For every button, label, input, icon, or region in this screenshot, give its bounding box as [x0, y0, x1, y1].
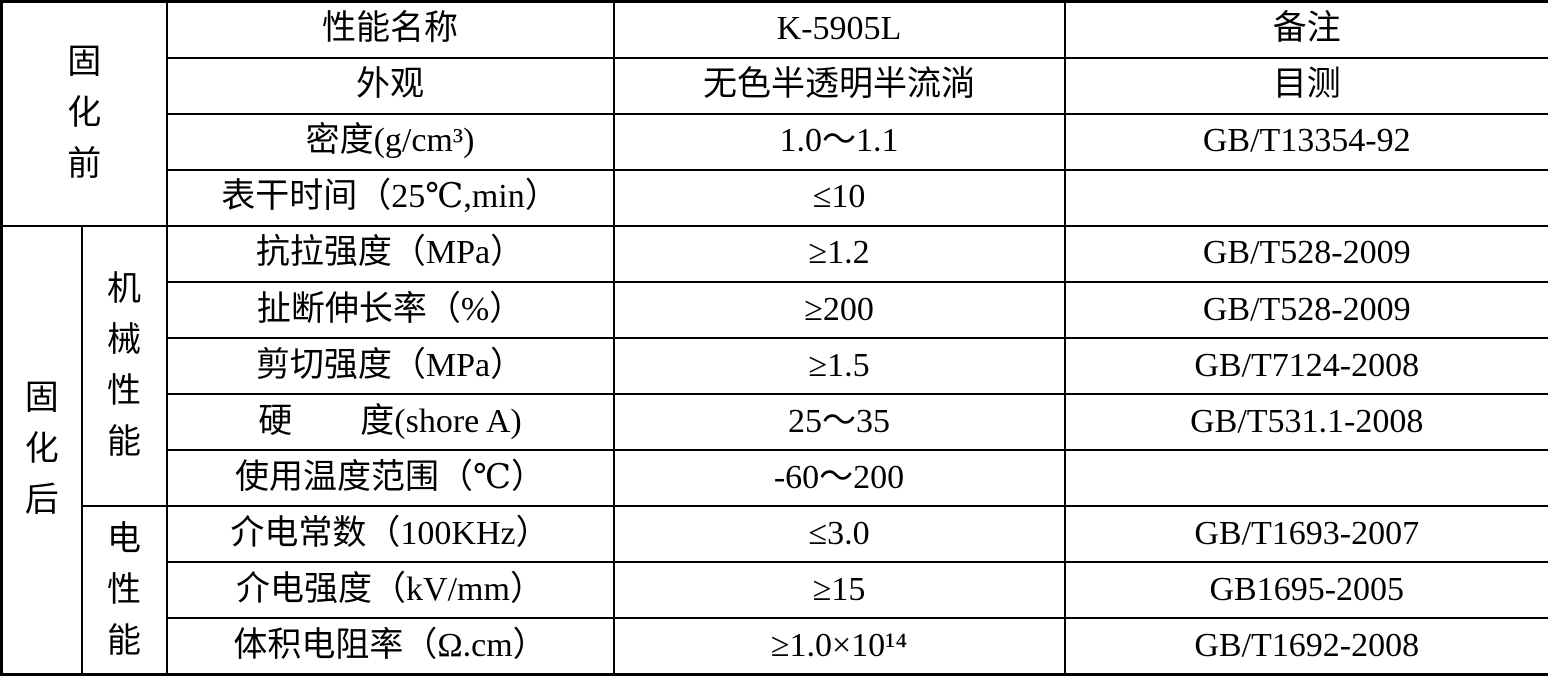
remark-cell: GB/T7124-2008: [1063, 336, 1548, 396]
remark-cell: 目测: [1063, 56, 1548, 115]
value-cell: 无色半透明半流淌: [612, 56, 1066, 115]
table-row: 扯断伸长率（%） ≥200 GB/T528-2009: [2, 280, 1548, 339]
remark-cell: GB/T531.1-2008: [1063, 393, 1548, 452]
remark-cell: [1063, 168, 1548, 227]
value-cell: ≥1.5: [612, 336, 1066, 396]
table-row: 固化前 性能名称 K-5905L 备注: [0, 0, 1548, 227]
header-remark: 备注: [1063, 0, 1548, 59]
row-group-mechanical-label: 机械性能: [107, 271, 141, 461]
row-group-electrical-label: 电性能: [107, 520, 141, 660]
table-row: 电性能 介电常数（100KHz） ≤3.0 GB/T1693-2007: [2, 505, 1548, 676]
property-name-cell: 硬 度(shore A): [165, 393, 615, 452]
value-cell: -60～200: [612, 449, 1066, 508]
value-cell: 1.0～1.1: [612, 112, 1066, 171]
row-group-after-cure: 固化后: [0, 224, 83, 676]
value-cell: ≥200: [612, 280, 1066, 339]
property-name-cell: 扯断伸长率（%）: [165, 280, 615, 339]
table-row: 外观 无色半透明半流淌 目测: [2, 56, 1548, 115]
remark-cell: GB/T13354-92: [1063, 112, 1548, 171]
table-row: 介电强度（kV/mm） ≥15 GB1695-2005: [2, 561, 1548, 620]
remark-cell: GB/T528-2009: [1063, 280, 1548, 339]
property-name-cell: 外观: [165, 56, 615, 115]
table-row: 剪切强度（MPa） ≥1.5 GB/T7124-2008: [2, 336, 1548, 396]
remark-cell: GB/T1692-2008: [1063, 617, 1548, 676]
property-name-cell: 表干时间（25℃,min）: [165, 168, 615, 227]
header-property-name: 性能名称: [165, 0, 615, 59]
row-group-mechanical: 机械性能: [80, 224, 168, 508]
remark-cell: [1063, 449, 1548, 508]
property-name-cell: 体积电阻率（Ω.cm）: [165, 617, 615, 676]
row-group-before-cure: 固化前: [0, 0, 168, 227]
property-name-cell: 介电常数（100KHz）: [165, 505, 615, 564]
header-model: K-5905L: [612, 0, 1066, 59]
table-row: 使用温度范围（℃） -60～200: [2, 449, 1548, 508]
remark-cell: GB1695-2005: [1063, 561, 1548, 620]
table-row: 表干时间（25℃,min） ≤10: [2, 168, 1548, 227]
value-cell: 25～35: [612, 393, 1066, 452]
value-cell: ≤10: [612, 168, 1066, 227]
row-group-electrical: 电性能: [80, 505, 168, 676]
table-row: 体积电阻率（Ω.cm） ≥1.0×10¹⁴ GB/T1692-2008: [2, 617, 1548, 676]
table-row: 密度(g/cm³) 1.0～1.1 GB/T13354-92: [2, 112, 1548, 171]
value-cell: ≥15: [612, 561, 1066, 620]
property-name-cell: 抗拉强度（MPa）: [165, 224, 615, 283]
property-name-cell: 使用温度范围（℃）: [165, 449, 615, 508]
property-name-cell: 介电强度（kV/mm）: [165, 561, 615, 620]
table-row: 固化后 机械性能 抗拉强度（MPa） ≥1.2 GB/T528-2009: [0, 224, 1548, 676]
table-row: 硬 度(shore A) 25～35 GB/T531.1-2008: [2, 393, 1548, 452]
property-name-cell: 密度(g/cm³): [165, 112, 615, 171]
row-group-after-cure-label: 固化后: [24, 380, 59, 520]
property-name-cell: 剪切强度（MPa）: [165, 336, 615, 396]
value-cell: ≥1.2: [612, 224, 1066, 283]
row-group-before-cure-label: 固化前: [67, 44, 102, 184]
remark-cell: GB/T528-2009: [1063, 224, 1548, 283]
remark-cell: GB/T1693-2007: [1063, 505, 1548, 564]
value-cell: ≤3.0: [612, 505, 1066, 564]
value-cell: ≥1.0×10¹⁴: [612, 617, 1066, 676]
